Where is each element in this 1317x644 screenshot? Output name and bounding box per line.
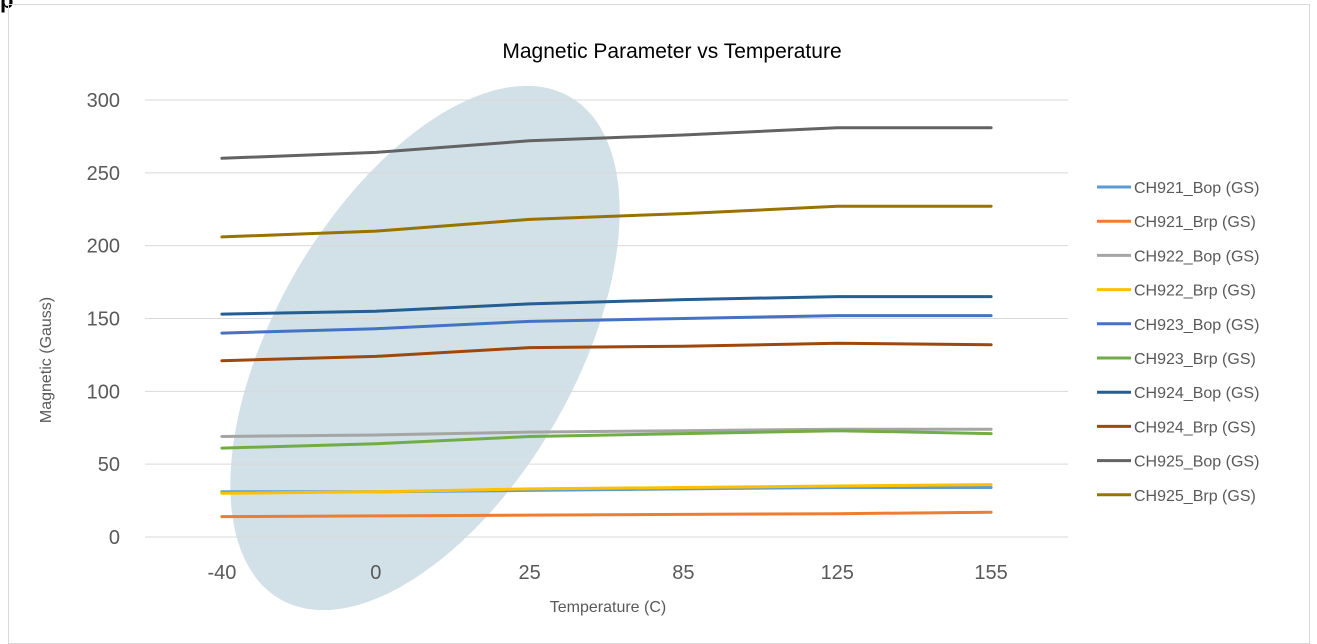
y-tick-label: 150 bbox=[87, 309, 120, 331]
watermark-ellipse bbox=[230, 85, 620, 611]
x-tick-label: 85 bbox=[672, 562, 694, 584]
x-axis-label: Temperature (C) bbox=[550, 599, 666, 616]
legend-label: CH923_Bop (GS) bbox=[1134, 317, 1259, 334]
y-tick-label: 300 bbox=[87, 90, 120, 112]
legend-label: CH922_Brp (GS) bbox=[1134, 283, 1256, 300]
y-tick-label: 50 bbox=[98, 454, 120, 476]
series-line bbox=[220, 314, 993, 335]
series-line bbox=[220, 429, 993, 450]
x-tick-label: 125 bbox=[821, 562, 854, 584]
legend-label: CH922_Bop (GS) bbox=[1134, 248, 1259, 265]
line-chart: 0 50 100 150 200 250 300 -40 0 25 85 125 155 CH921_… bbox=[38, 40, 1259, 616]
chart-title: Magnetic Parameter vs Temperature bbox=[502, 40, 841, 63]
header-fragment: p bbox=[0, 0, 14, 13]
y-tick-label: 250 bbox=[87, 163, 120, 185]
x-tick-label: 0 bbox=[370, 562, 381, 584]
y-axis-ticks: 0 50 100 150 200 250 300 bbox=[87, 90, 120, 549]
series-lines bbox=[220, 126, 993, 519]
y-tick-label: 0 bbox=[109, 527, 120, 549]
x-tick-label: 155 bbox=[974, 562, 1007, 584]
x-tick-label: 25 bbox=[518, 562, 540, 584]
legend: CH921_Bop (GS) CH921_Brp (GS) CH922_Bop (G… bbox=[1097, 180, 1259, 505]
y-tick-label: 200 bbox=[87, 236, 120, 258]
series-line bbox=[220, 341, 993, 363]
legend-label: CH925_Bop (GS) bbox=[1134, 454, 1259, 471]
legend-label: CH924_Bop (GS) bbox=[1134, 385, 1259, 402]
x-tick-label: -40 bbox=[207, 562, 236, 584]
gridlines bbox=[145, 99, 1068, 538]
x-axis-ticks: -40 0 25 85 125 155 bbox=[207, 562, 1007, 584]
legend-label: CH924_Brp (GS) bbox=[1134, 419, 1256, 436]
legend-label: CH921_Bop (GS) bbox=[1134, 180, 1259, 197]
legend-label: CH921_Brp (GS) bbox=[1134, 214, 1256, 231]
legend-label: CH925_Brp (GS) bbox=[1134, 488, 1256, 505]
y-axis-label: Magnetic (Gauss) bbox=[38, 297, 55, 423]
series-line bbox=[220, 483, 993, 495]
series-line bbox=[220, 126, 993, 160]
series-line bbox=[220, 204, 993, 239]
series-line bbox=[220, 510, 993, 519]
y-tick-label: 100 bbox=[87, 381, 120, 403]
legend-label: CH923_Brp (GS) bbox=[1134, 351, 1256, 368]
series-line bbox=[220, 427, 993, 438]
series-line bbox=[220, 295, 993, 316]
